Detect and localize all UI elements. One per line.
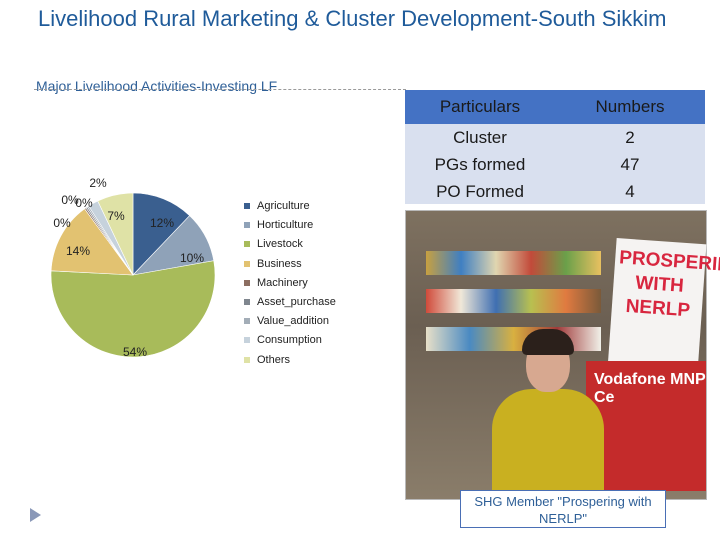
pie-data-label: 54% — [123, 345, 147, 359]
chart-title: Major Livelihood Activities-Investing LF — [36, 78, 278, 94]
shop-shelf — [426, 327, 601, 351]
photo-caption: SHG Member "Prospering with NERLP" — [460, 490, 666, 528]
person-body — [492, 389, 604, 499]
shop-shelf — [426, 251, 601, 275]
table-cell-particular: PO Formed — [436, 182, 524, 201]
table-header-particulars: Particulars — [439, 97, 521, 116]
pie-data-label: 7% — [107, 209, 125, 223]
table-cell-particular: Cluster — [453, 128, 507, 147]
legend-label: Others — [257, 353, 291, 366]
numbers-column: 2 47 4 — [555, 124, 705, 204]
pie-data-label: 12% — [150, 216, 174, 230]
legend-swatch — [244, 279, 250, 286]
pie-slice-others — [97, 192, 134, 276]
legend-swatch — [244, 298, 250, 305]
table-body: Cluster PGs formed PO Formed 2 47 4 — [405, 124, 705, 204]
legend-label: Livestock — [257, 238, 303, 251]
table-cell-number: 47 — [620, 155, 640, 174]
table-cell-number: 2 — [625, 128, 635, 147]
legend-label: Asset_purchase — [257, 295, 336, 308]
shop-shelf — [426, 289, 601, 313]
chart-title-underline — [34, 89, 406, 90]
legend-swatch — [244, 337, 250, 344]
pie-data-label: 10% — [180, 251, 204, 265]
legend-swatch — [244, 222, 250, 229]
legend-label: Consumption — [257, 334, 322, 347]
legend-swatch — [244, 203, 250, 209]
table-cell-number: 4 — [625, 182, 635, 201]
legend-label: Agriculture — [257, 200, 310, 212]
slide-title: Livelihood Rural Marketing & Cluster Dev… — [38, 6, 667, 31]
shg-member-photo: PROSPERING WITH NERLP Vodafone MNP Ce — [405, 210, 720, 500]
legend-swatch — [244, 241, 250, 248]
pie-data-label: 2% — [89, 176, 107, 190]
pie-slice-livestock — [50, 260, 216, 358]
pie-data-label: 0% — [61, 193, 79, 207]
table-header-numbers: Numbers — [595, 97, 665, 116]
legend-swatch — [244, 260, 250, 267]
pie-data-label: 0% — [53, 216, 71, 230]
legend-label: Machinery — [257, 276, 308, 289]
legend-label: Value_addition — [257, 315, 329, 328]
table-cell-particular: PGs formed — [434, 155, 526, 174]
legend-swatch — [244, 356, 250, 363]
legend-label: Business — [257, 257, 302, 270]
poster-text: PROSPERING WITH NERLP — [618, 247, 720, 322]
banner-text: Vodafone MNP Ce — [594, 371, 706, 406]
pie-slice-business — [50, 208, 134, 276]
legend-swatch — [244, 318, 250, 325]
pie-slice-agriculture — [132, 192, 191, 276]
person-hair — [522, 329, 574, 355]
pie-data-label: 14% — [66, 244, 90, 258]
particulars-table: Particulars Numbers Cluster PGs formed P… — [405, 90, 705, 204]
pie-data-label: 0% — [75, 196, 93, 210]
bullet-arrow-icon — [30, 508, 41, 522]
legend-label: Horticulture — [257, 219, 314, 232]
particulars-column: Cluster PGs formed PO Formed — [405, 124, 555, 204]
vodafone-banner: Vodafone MNP Ce — [586, 361, 706, 491]
table-header-row: Particulars Numbers — [405, 90, 705, 124]
